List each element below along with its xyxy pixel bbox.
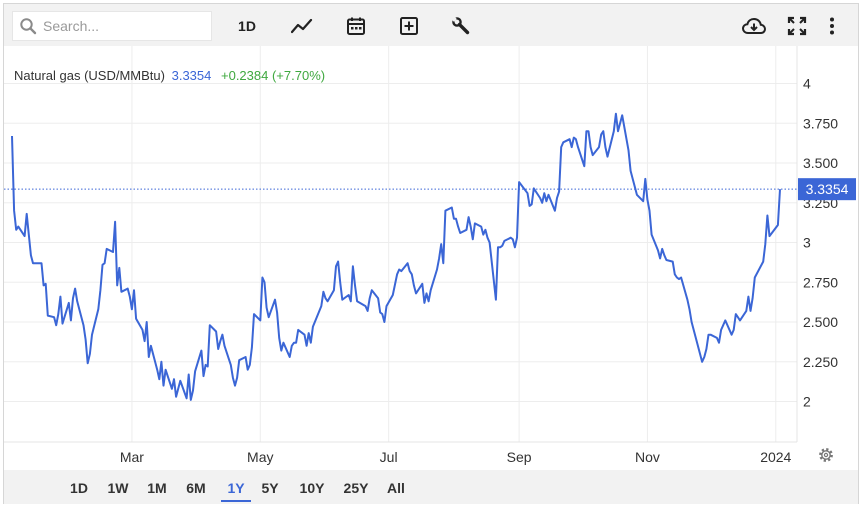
chart-type-button[interactable] [288,12,316,40]
more-vert-icon [830,17,834,35]
download-button[interactable] [740,12,768,40]
time-axis: Mar May Jul Sep Nov 2024 [120,449,792,465]
y-tick-label: 2.500 [803,314,838,330]
line-chart-icon [291,18,313,34]
chart-widget-frame [3,3,859,504]
x-tick-label: Jul [380,449,398,465]
search-input[interactable] [41,17,205,35]
wrench-icon [451,16,470,35]
range-button-1w[interactable]: 1W [107,480,129,496]
gear-icon [819,448,833,462]
instrument-name: Natural gas (USD/MMBtu) [14,68,165,83]
calendar-icon [347,17,365,35]
search-box[interactable] [12,11,212,41]
tools-button[interactable] [447,12,475,40]
x-tick-label: May [247,449,273,465]
price-change: +0.2384 (+7.70%) [221,68,326,83]
range-button-6m[interactable]: 6M [186,480,206,496]
y-tick-label: 3.750 [803,115,838,131]
chart-settings-button[interactable] [819,448,833,462]
last-price-label: 3.3354 [806,181,849,197]
range-selector: 1D 1W 1M 6M 1Y 5Y 10Y 25Y All [4,470,858,504]
last-price: 3.3354 [171,68,212,83]
cloud-download-icon [742,17,766,34]
y-tick-label: 2.750 [803,274,838,290]
range-button-1y[interactable]: 1Y [221,478,251,502]
search-icon [20,18,37,35]
y-tick-label: 2.250 [803,354,838,370]
fullscreen-button[interactable] [783,12,811,40]
x-tick-label: 2024 [760,449,791,465]
chart-toolbar: 1D [4,4,858,46]
range-button-1d[interactable]: 1D [70,480,88,496]
y-tick-label: 2 [803,394,811,410]
more-options-button[interactable] [822,12,842,40]
range-button-all[interactable]: All [387,480,405,496]
x-tick-label: Sep [507,449,532,465]
range-button-10y[interactable]: 10Y [299,480,325,496]
x-tick-label: Mar [120,449,144,465]
price-line [11,112,781,401]
interval-button[interactable]: 1D [238,18,256,34]
last-price-badge [798,178,856,201]
x-tick-label: Nov [635,449,660,465]
chart-legend: Natural gas (USD/MMBtu) 3.3354 +0.2384 (… [14,68,325,83]
date-range-button[interactable] [342,12,370,40]
y-tick-label: 4 [803,76,811,92]
range-button-25y[interactable]: 25Y [343,480,369,496]
range-button-1m[interactable]: 1M [147,480,167,496]
y-tick-label: 3 [803,235,811,251]
y-tick-label: 3.500 [803,155,838,171]
range-button-5y[interactable]: 5Y [261,480,279,496]
grid-lines [4,46,797,442]
fullscreen-icon [787,16,807,36]
add-box-icon [400,17,418,35]
compare-button[interactable] [395,12,423,40]
